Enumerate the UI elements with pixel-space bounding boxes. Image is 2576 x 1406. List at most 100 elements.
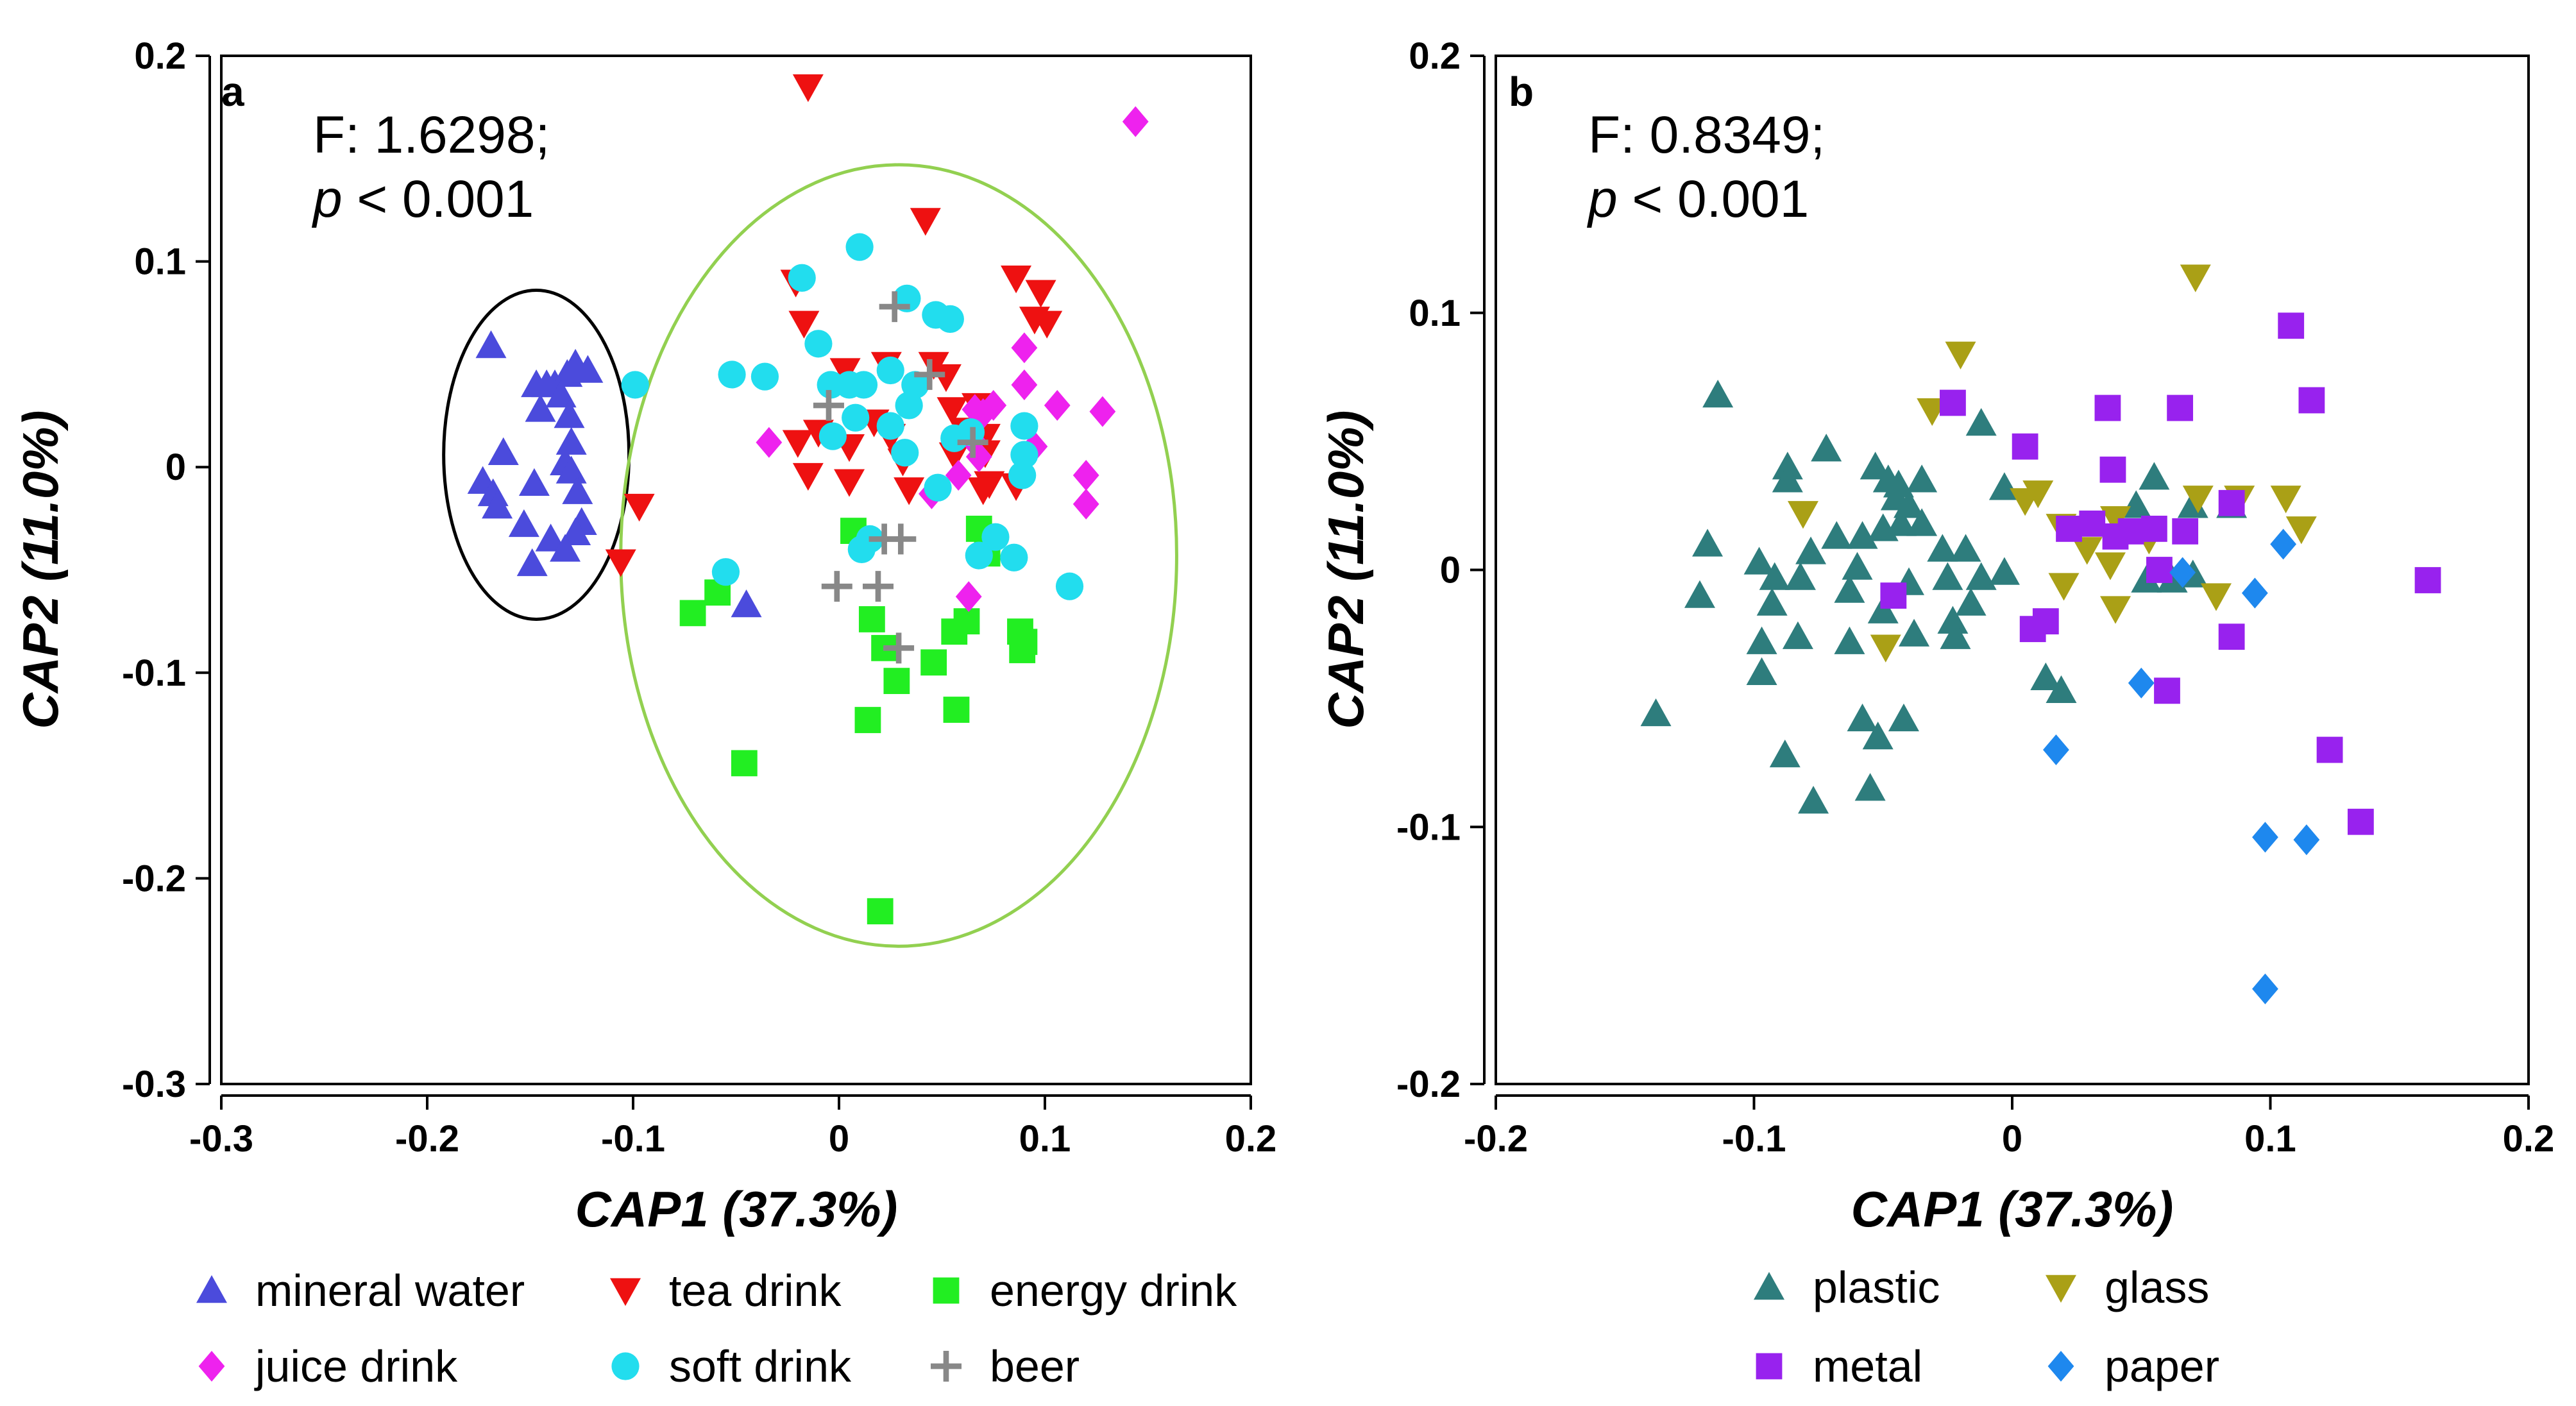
data-point: [876, 356, 904, 385]
data-point: [1880, 482, 1911, 511]
data-point: [941, 618, 968, 645]
data-point: [894, 477, 925, 505]
legend: plastic glass metal paper: [1754, 1262, 2219, 1391]
legend-item: mineral water: [196, 1266, 525, 1316]
data-point: [847, 535, 876, 564]
legend-item: soft drink: [611, 1341, 852, 1391]
legend-item: metal: [1756, 1341, 1922, 1391]
series-energy-drink: [679, 515, 1038, 925]
data-point: [1847, 703, 1878, 732]
x-tick-label: -0.2: [1464, 1118, 1528, 1160]
data-point: [788, 264, 816, 292]
panel-b: -0.2 -0.1 0 0.1 0.2 -0.2 -0.1 0 0.1 0.2 CAP1 (37.3…: [1318, 35, 2554, 1391]
series-plastic: [1640, 379, 2248, 814]
data-point: [1011, 369, 1038, 400]
data-point: [1888, 703, 1919, 732]
data-point: [1010, 412, 1038, 440]
data-point: [1640, 698, 1672, 727]
data-point: [962, 394, 988, 425]
data-point: [1044, 390, 1071, 421]
data-point: [1870, 634, 1901, 663]
data-point: [2285, 516, 2317, 545]
series-mineral-water: [467, 330, 762, 618]
data-point: [1842, 552, 1873, 580]
data-point: [1782, 621, 1813, 649]
x-tick-label: 0.1: [1019, 1118, 1071, 1160]
data-point: [2100, 596, 2131, 624]
data-point: [1945, 341, 1976, 369]
legend-label: plastic: [1813, 1262, 1940, 1312]
x-tick-label: 0.2: [2503, 1118, 2555, 1160]
panel-a: -0.3 -0.2 -0.1 0 0.1 0.2 -0.3 -0.2 -0.1 0 0.1 0.2 CA…: [12, 35, 1276, 1391]
legend-marker: [196, 1275, 227, 1303]
series-glass: [1787, 264, 2317, 663]
x-tick-label: 0: [2002, 1118, 2022, 1160]
data-point: [2298, 387, 2325, 414]
data-point: [862, 571, 894, 602]
y-tick-label: -0.1: [122, 652, 186, 694]
data-point: [2146, 557, 2173, 583]
data-point: [1906, 464, 1938, 493]
y-tick-label: -0.3: [122, 1063, 186, 1105]
data-point: [1089, 396, 1116, 427]
data-point: [518, 468, 550, 496]
data-point: [891, 439, 919, 467]
x-tick-label: -0.2: [395, 1118, 459, 1160]
data-point: [1821, 521, 1852, 549]
data-point: [2316, 736, 2343, 763]
data-point: [2172, 518, 2199, 545]
legend-marker: [611, 1352, 640, 1380]
x-tick-label: 0: [829, 1118, 849, 1160]
data-point: [711, 558, 740, 586]
legend-item: beer: [931, 1341, 1080, 1391]
data-point: [1988, 557, 2020, 585]
legend-item: juice drink: [198, 1341, 458, 1391]
data-point: [1955, 588, 1987, 616]
data-point: [554, 400, 585, 428]
data-point: [2218, 489, 2245, 516]
y-tick-label: -0.2: [122, 858, 186, 899]
data-point: [1702, 379, 1734, 408]
data-point: [679, 600, 706, 627]
data-point: [788, 310, 820, 339]
y-tick-label: -0.1: [1396, 806, 1461, 848]
data-point: [879, 291, 910, 323]
data-point: [562, 476, 593, 504]
y-tick-label: -0.2: [1396, 1063, 1461, 1105]
legend-item: energy drink: [933, 1266, 1237, 1316]
data-point: [867, 898, 894, 925]
y-tick-label: 0.2: [134, 35, 186, 77]
data-point: [1025, 280, 1056, 308]
data-point: [555, 427, 587, 455]
series-paper: [2043, 529, 2320, 1004]
data-point: [2177, 490, 2208, 518]
data-point: [2043, 734, 2069, 766]
data-point: [821, 571, 852, 602]
data-point: [1008, 461, 1037, 489]
data-point: [731, 589, 762, 618]
data-point: [1854, 773, 1886, 801]
data-point: [2022, 480, 2054, 509]
data-point: [1019, 307, 1050, 335]
data-point: [535, 523, 566, 552]
data-point: [885, 523, 917, 555]
main-group-ellipse: [619, 163, 1178, 948]
data-point: [2252, 822, 2278, 853]
data-point: [2180, 264, 2211, 292]
data-point: [883, 668, 910, 695]
f-statistic: F: 0.8349;: [1588, 106, 1825, 164]
data-point: [2079, 510, 2106, 537]
data-point: [1787, 501, 1818, 529]
data-point: [508, 509, 539, 538]
data-point: [2293, 824, 2320, 856]
data-point: [545, 379, 577, 408]
legend-marker: [933, 1277, 960, 1304]
y-tick-label: 0.1: [1409, 292, 1461, 334]
data-point: [2100, 506, 2131, 534]
data-point: [957, 427, 988, 458]
data-point: [2414, 567, 2441, 593]
legend-label: mineral water: [255, 1266, 525, 1316]
data-point: [792, 74, 824, 103]
data-point: [623, 493, 655, 522]
data-point: [2154, 677, 2180, 704]
